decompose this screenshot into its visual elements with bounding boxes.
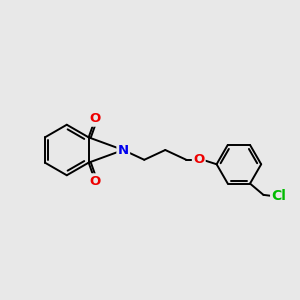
Text: O: O xyxy=(193,153,204,166)
Text: N: N xyxy=(118,143,129,157)
Text: Cl: Cl xyxy=(272,189,286,203)
Text: O: O xyxy=(90,175,101,188)
Text: O: O xyxy=(90,112,101,125)
